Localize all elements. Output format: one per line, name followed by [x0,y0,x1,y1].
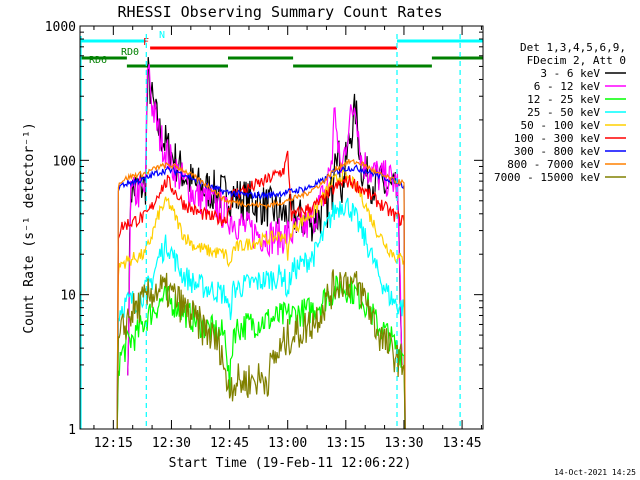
series-line-8 [116,269,406,430]
y-tick-label-1: 10 [60,289,76,304]
legend-label-5: 100 - 300 keV [514,132,600,145]
x-tick-label-6: 13:45 [443,436,482,451]
legend-label-0: 3 - 6 keV [540,67,600,80]
series-line-0 [127,57,403,376]
state-bar-label-rd0: RD0 [121,47,139,58]
y-tick-label-2: 100 [53,154,76,169]
axis-ticks: 12:15 12:30 12:45 13:00 13:15 13:30 13:45 1 10 10… [45,20,483,451]
x-tick-label-2: 12:45 [210,436,249,451]
series-line-7 [116,158,406,430]
legend-label-8: 7000 - 15000 keV [494,171,600,184]
legend-label-6: 300 - 800 keV [514,145,600,158]
footer-timestamp: 14-Oct-2021 14:25 [554,468,636,477]
state-bar-label-n: N [159,30,165,41]
x-tick-label-4: 13:15 [326,436,365,451]
y-tick-label-3: 1000 [45,20,76,35]
night-boundaries [80,34,461,429]
legend: Det 1,3,4,5,6,9, FDecim 2, Att 0 3 - 6 k… [494,41,626,184]
legend-label-4: 50 - 100 keV [521,119,601,132]
chart-title: RHESSI Observing Summary Count Rates [117,3,442,21]
legend-label-2: 12 - 25 keV [527,93,600,106]
x-axis-label: Start Time (19-Feb-11 12:06:22) [169,456,412,471]
legend-label-1: 6 - 12 keV [534,80,601,93]
x-tick-label-1: 12:30 [152,436,191,451]
series-line-1 [127,63,403,376]
plot-frame [79,25,484,430]
x-tick-label-0: 12:15 [94,436,133,451]
series-line-5 [116,150,406,430]
state-bar-label-rd6: RD6 [89,55,107,66]
x-tick-label-3: 13:00 [268,436,307,451]
legend-header-line-1: Det 1,3,4,5,6,9, [520,41,626,54]
x-tick-label-5: 13:30 [384,436,423,451]
series-line-6 [116,164,406,430]
legend-label-3: 25 - 50 keV [527,106,600,119]
state-bar-label-f: F [143,37,149,48]
y-tick-label-0: 1 [68,423,76,438]
series-line-3 [116,197,406,430]
y-axis-label: Count Rate (s⁻¹ detector⁻¹) [22,122,37,333]
state-bars: NF RD0 RD6 [80,30,483,68]
data-series [116,57,406,430]
legend-header-line-2: FDecim 2, Att 0 [527,54,626,67]
legend-label-7: 800 - 7000 keV [507,158,600,171]
